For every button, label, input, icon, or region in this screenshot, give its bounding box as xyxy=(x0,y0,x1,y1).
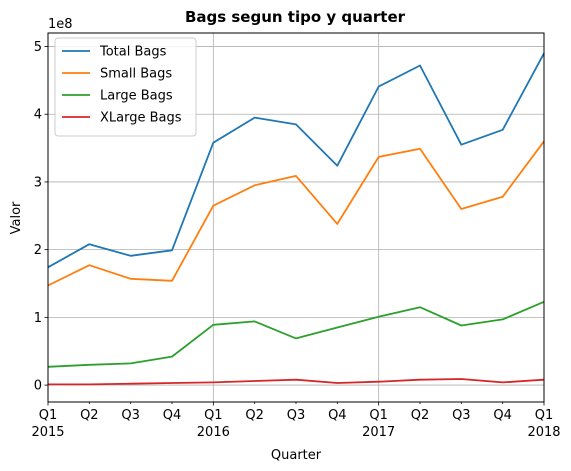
series-line-small-bags xyxy=(47,140,545,287)
x-tick-label: Q2 xyxy=(80,408,99,423)
x-tick-label: Q1 xyxy=(39,408,58,423)
x-tick-label: Q1 xyxy=(535,408,554,423)
series-lines xyxy=(47,52,545,386)
x-tick-label: Q2 xyxy=(411,408,430,423)
x-tick-label: Q3 xyxy=(121,408,140,423)
x-tick-label: Q4 xyxy=(163,408,182,423)
x-tick-label: Q3 xyxy=(452,408,471,423)
x-tick-label: 2015 xyxy=(31,425,64,440)
x-tick-label: 2018 xyxy=(527,425,560,440)
y-axis-label: Valor xyxy=(9,201,24,234)
x-tick-label: Q2 xyxy=(245,408,264,423)
y-tick-label: 4 xyxy=(34,108,42,123)
legend-box xyxy=(54,37,197,137)
y-axis-ticks: 0 1 2 3 4 5 xyxy=(34,40,48,394)
series-line-xlarge-bags xyxy=(48,378,545,386)
chart-title: Bags segun tipo y quarter xyxy=(185,8,406,26)
x-tick-label: Q1 xyxy=(204,408,223,423)
series-line-total-bags xyxy=(47,52,545,269)
y-axis-scale-label: 1e8 xyxy=(48,17,73,32)
x-tick-label: Q3 xyxy=(287,408,306,423)
legend: Total Bags Small Bags Large Bags XLarge Bag… xyxy=(54,37,197,137)
x-axis-ticks: Q1 2015 Q2 Q3 Q4 Q1 2016 Q2 Q3 Q4 Q1 2017 Q2 Q3 Q4 Q1 20… xyxy=(31,402,561,440)
x-tick-label: 2017 xyxy=(362,425,395,440)
y-tick-label: 1 xyxy=(34,311,42,326)
x-tick-label: Q4 xyxy=(328,408,347,423)
series-line-large-bags xyxy=(47,300,545,368)
y-tick-label: 3 xyxy=(34,175,42,190)
y-tick-label: 5 xyxy=(34,40,42,55)
y-tick-label: 0 xyxy=(34,379,42,394)
legend-label: XLarge Bags xyxy=(100,111,182,126)
x-tick-label: Q1 xyxy=(369,408,388,423)
x-axis-label: Quarter xyxy=(271,448,322,463)
legend-label: Total Bags xyxy=(99,45,167,60)
y-tick-label: 2 xyxy=(34,243,42,258)
legend-label: Small Bags xyxy=(100,67,172,82)
x-tick-label: Q4 xyxy=(493,408,512,423)
legend-label: Large Bags xyxy=(100,89,173,104)
x-tick-label: 2016 xyxy=(197,425,230,440)
